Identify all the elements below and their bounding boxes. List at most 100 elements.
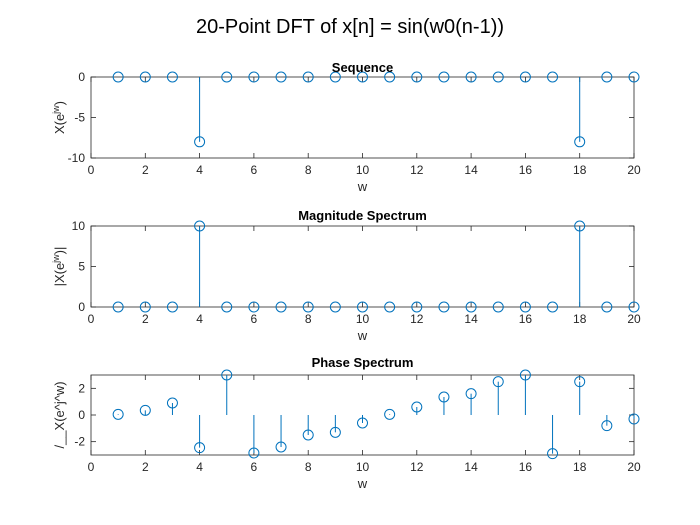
stem-marker (601, 71, 613, 83)
stem-marker (574, 376, 586, 388)
stem-marker (139, 71, 151, 83)
stem-marker (628, 301, 640, 313)
stem-marker (465, 71, 477, 83)
x-tick-label: 8 (305, 460, 312, 474)
stem-marker (547, 71, 559, 83)
axes-magnitude-spectrum: 0 2 4 6 8 10 12 14 16 18 20 0 5 10 Magnitude Spectrum w… (51, 208, 641, 343)
stem-marker (384, 71, 396, 83)
stem-marker (221, 71, 233, 83)
stem-marker (248, 447, 260, 459)
plot-area (90, 225, 635, 308)
x-tick-label: 16 (519, 460, 533, 474)
x-tick-label: 20 (627, 312, 641, 326)
figure-title: 20-Point DFT of x[n] = sin(w0(n-1)) (196, 16, 504, 38)
stem-marker (112, 301, 124, 313)
x-tick-label: 20 (627, 460, 641, 474)
y-tick-label: 0 (78, 70, 85, 84)
x-tick-label: 12 (410, 460, 424, 474)
x-tick-label: 14 (464, 163, 478, 177)
x-axis-label: w (357, 179, 368, 194)
x-tick-label: 16 (519, 163, 533, 177)
stem-marker (547, 448, 559, 460)
stem-marker (547, 301, 559, 313)
stem-marker (492, 376, 504, 388)
stem-marker (465, 301, 477, 313)
stem-marker (329, 71, 341, 83)
x-tick-label: 4 (196, 312, 203, 326)
stem-marker (248, 71, 260, 83)
x-tick-label: 18 (573, 460, 587, 474)
axes-title: Phase Spectrum (312, 355, 414, 370)
x-tick-label: 14 (464, 460, 478, 474)
x-tick-label: 2 (142, 312, 149, 326)
stem-marker (302, 71, 314, 83)
stem-marker (166, 397, 178, 409)
x-tick-label: 6 (251, 460, 258, 474)
stem-marker (221, 369, 233, 381)
stem-marker (628, 71, 640, 83)
stem-marker (139, 301, 151, 313)
y-tick-label: 2 (78, 381, 85, 395)
y-tick-label: 5 (78, 260, 85, 274)
x-tick-label: 10 (356, 312, 370, 326)
stem-marker (492, 71, 504, 83)
stem-marker (248, 301, 260, 313)
stem-marker (601, 301, 613, 313)
stem-marker (357, 71, 368, 83)
stem-marker (519, 301, 531, 313)
x-tick-label: 6 (251, 163, 258, 177)
axes-title: Magnitude Spectrum (298, 208, 427, 223)
stem-marker (574, 136, 586, 148)
axes-sequence: 0 2 4 6 8 10 12 14 16 18 20 -10 -5 0 Sequence w X(ejw) (51, 60, 641, 194)
stem-marker (329, 426, 341, 438)
stem-marker (384, 408, 396, 420)
stem-marker (601, 420, 613, 432)
stem-marker (275, 71, 287, 83)
stem-marker (194, 220, 206, 232)
stem-marker (411, 301, 423, 313)
y-tick-label: 0 (78, 408, 85, 422)
stem-marker (519, 71, 531, 83)
x-tick-label: 8 (305, 163, 312, 177)
y-axis-label: X(ejw) (51, 101, 67, 134)
x-tick-label: 18 (573, 312, 587, 326)
x-axis-label: w (357, 476, 368, 491)
x-tick-label: 16 (519, 312, 533, 326)
stem-marker (194, 442, 206, 454)
stem-marker (519, 369, 531, 381)
stem-marker (628, 413, 640, 425)
x-tick-label: 12 (410, 163, 424, 177)
x-tick-label: 20 (627, 163, 641, 177)
y-tick-label: 10 (72, 219, 86, 233)
y-axis-label: |X(ejw)| (51, 247, 67, 287)
stem-marker (438, 71, 450, 83)
x-tick-label: 2 (142, 163, 149, 177)
x-tick-label: 6 (251, 312, 258, 326)
stem-marker (384, 301, 396, 313)
axes-title: Sequence (332, 60, 393, 75)
stem-marker (139, 404, 151, 416)
stem-marker (492, 301, 504, 313)
x-tick-label: 0 (88, 163, 95, 177)
stem-marker (166, 301, 178, 313)
y-tick-label: -2 (74, 435, 85, 449)
x-axis-label: w (357, 328, 368, 343)
stem-marker (438, 391, 450, 403)
x-tick-label: 10 (356, 460, 370, 474)
stem-marker (194, 136, 206, 148)
x-tick-label: 18 (573, 163, 587, 177)
stem-marker (275, 441, 287, 453)
stem-marker (357, 417, 368, 429)
x-tick-label: 4 (196, 163, 203, 177)
stem-marker (438, 301, 450, 313)
stem-marker (302, 301, 314, 313)
x-tick-label: 10 (356, 163, 370, 177)
stem-marker (166, 71, 178, 83)
x-tick-label: 0 (88, 312, 95, 326)
stem-marker (465, 388, 477, 400)
y-tick-label: -5 (74, 111, 85, 125)
plot-area (90, 76, 635, 159)
y-tick-label: -10 (68, 151, 86, 165)
